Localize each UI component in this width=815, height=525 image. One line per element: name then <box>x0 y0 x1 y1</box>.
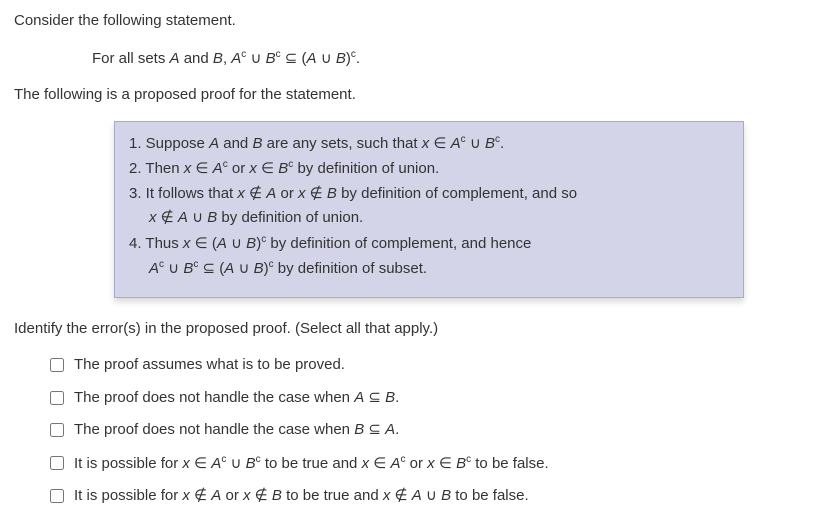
proof-line: Ac ∪ Bc ⊆ (A ∪ B)c by definition of subs… <box>129 257 729 281</box>
statement-text: For all sets A and B, Ac ∪ Bc ⊆ (A ∪ B)c… <box>14 47 801 71</box>
option-row: The proof does not handle the case when … <box>46 419 801 442</box>
option-checkbox-2[interactable] <box>50 423 64 437</box>
option-row: The proof assumes what is to be proved. <box>46 354 801 377</box>
option-label: It is possible for x ∉ A or x ∉ B to be … <box>74 485 529 508</box>
option-checkbox-1[interactable] <box>50 391 64 405</box>
options-list: The proof assumes what is to be proved. T… <box>14 354 801 508</box>
proof-box: 1. Suppose A and B are any sets, such th… <box>114 121 744 298</box>
question-text: Identify the error(s) in the proposed pr… <box>14 318 801 341</box>
proof-line: x ∉ A ∪ B by definition of union. <box>129 207 729 230</box>
option-checkbox-4[interactable] <box>50 489 64 503</box>
option-label: The proof does not handle the case when … <box>74 419 399 442</box>
option-row: The proof does not handle the case when … <box>46 387 801 410</box>
option-checkbox-3[interactable] <box>50 456 64 470</box>
option-row: It is possible for x ∉ A or x ∉ B to be … <box>46 485 801 508</box>
option-label: It is possible for x ∈ Ac ∪ Bc to be tru… <box>74 452 549 476</box>
proof-line: 4. Thus x ∈ (A ∪ B)c by definition of co… <box>129 232 729 256</box>
proof-line: 1. Suppose A and B are any sets, such th… <box>129 132 729 156</box>
option-label: The proof assumes what is to be proved. <box>74 354 345 377</box>
proof-line: 3. It follows that x ∉ A or x ∉ B by def… <box>129 183 729 206</box>
option-row: It is possible for x ∈ Ac ∪ Bc to be tru… <box>46 452 801 476</box>
lead-text: The following is a proposed proof for th… <box>14 84 801 107</box>
option-checkbox-0[interactable] <box>50 358 64 372</box>
proof-line: 2. Then x ∈ Ac or x ∈ Bc by definition o… <box>129 157 729 181</box>
option-label: The proof does not handle the case when … <box>74 387 399 410</box>
intro-text: Consider the following statement. <box>14 10 801 33</box>
